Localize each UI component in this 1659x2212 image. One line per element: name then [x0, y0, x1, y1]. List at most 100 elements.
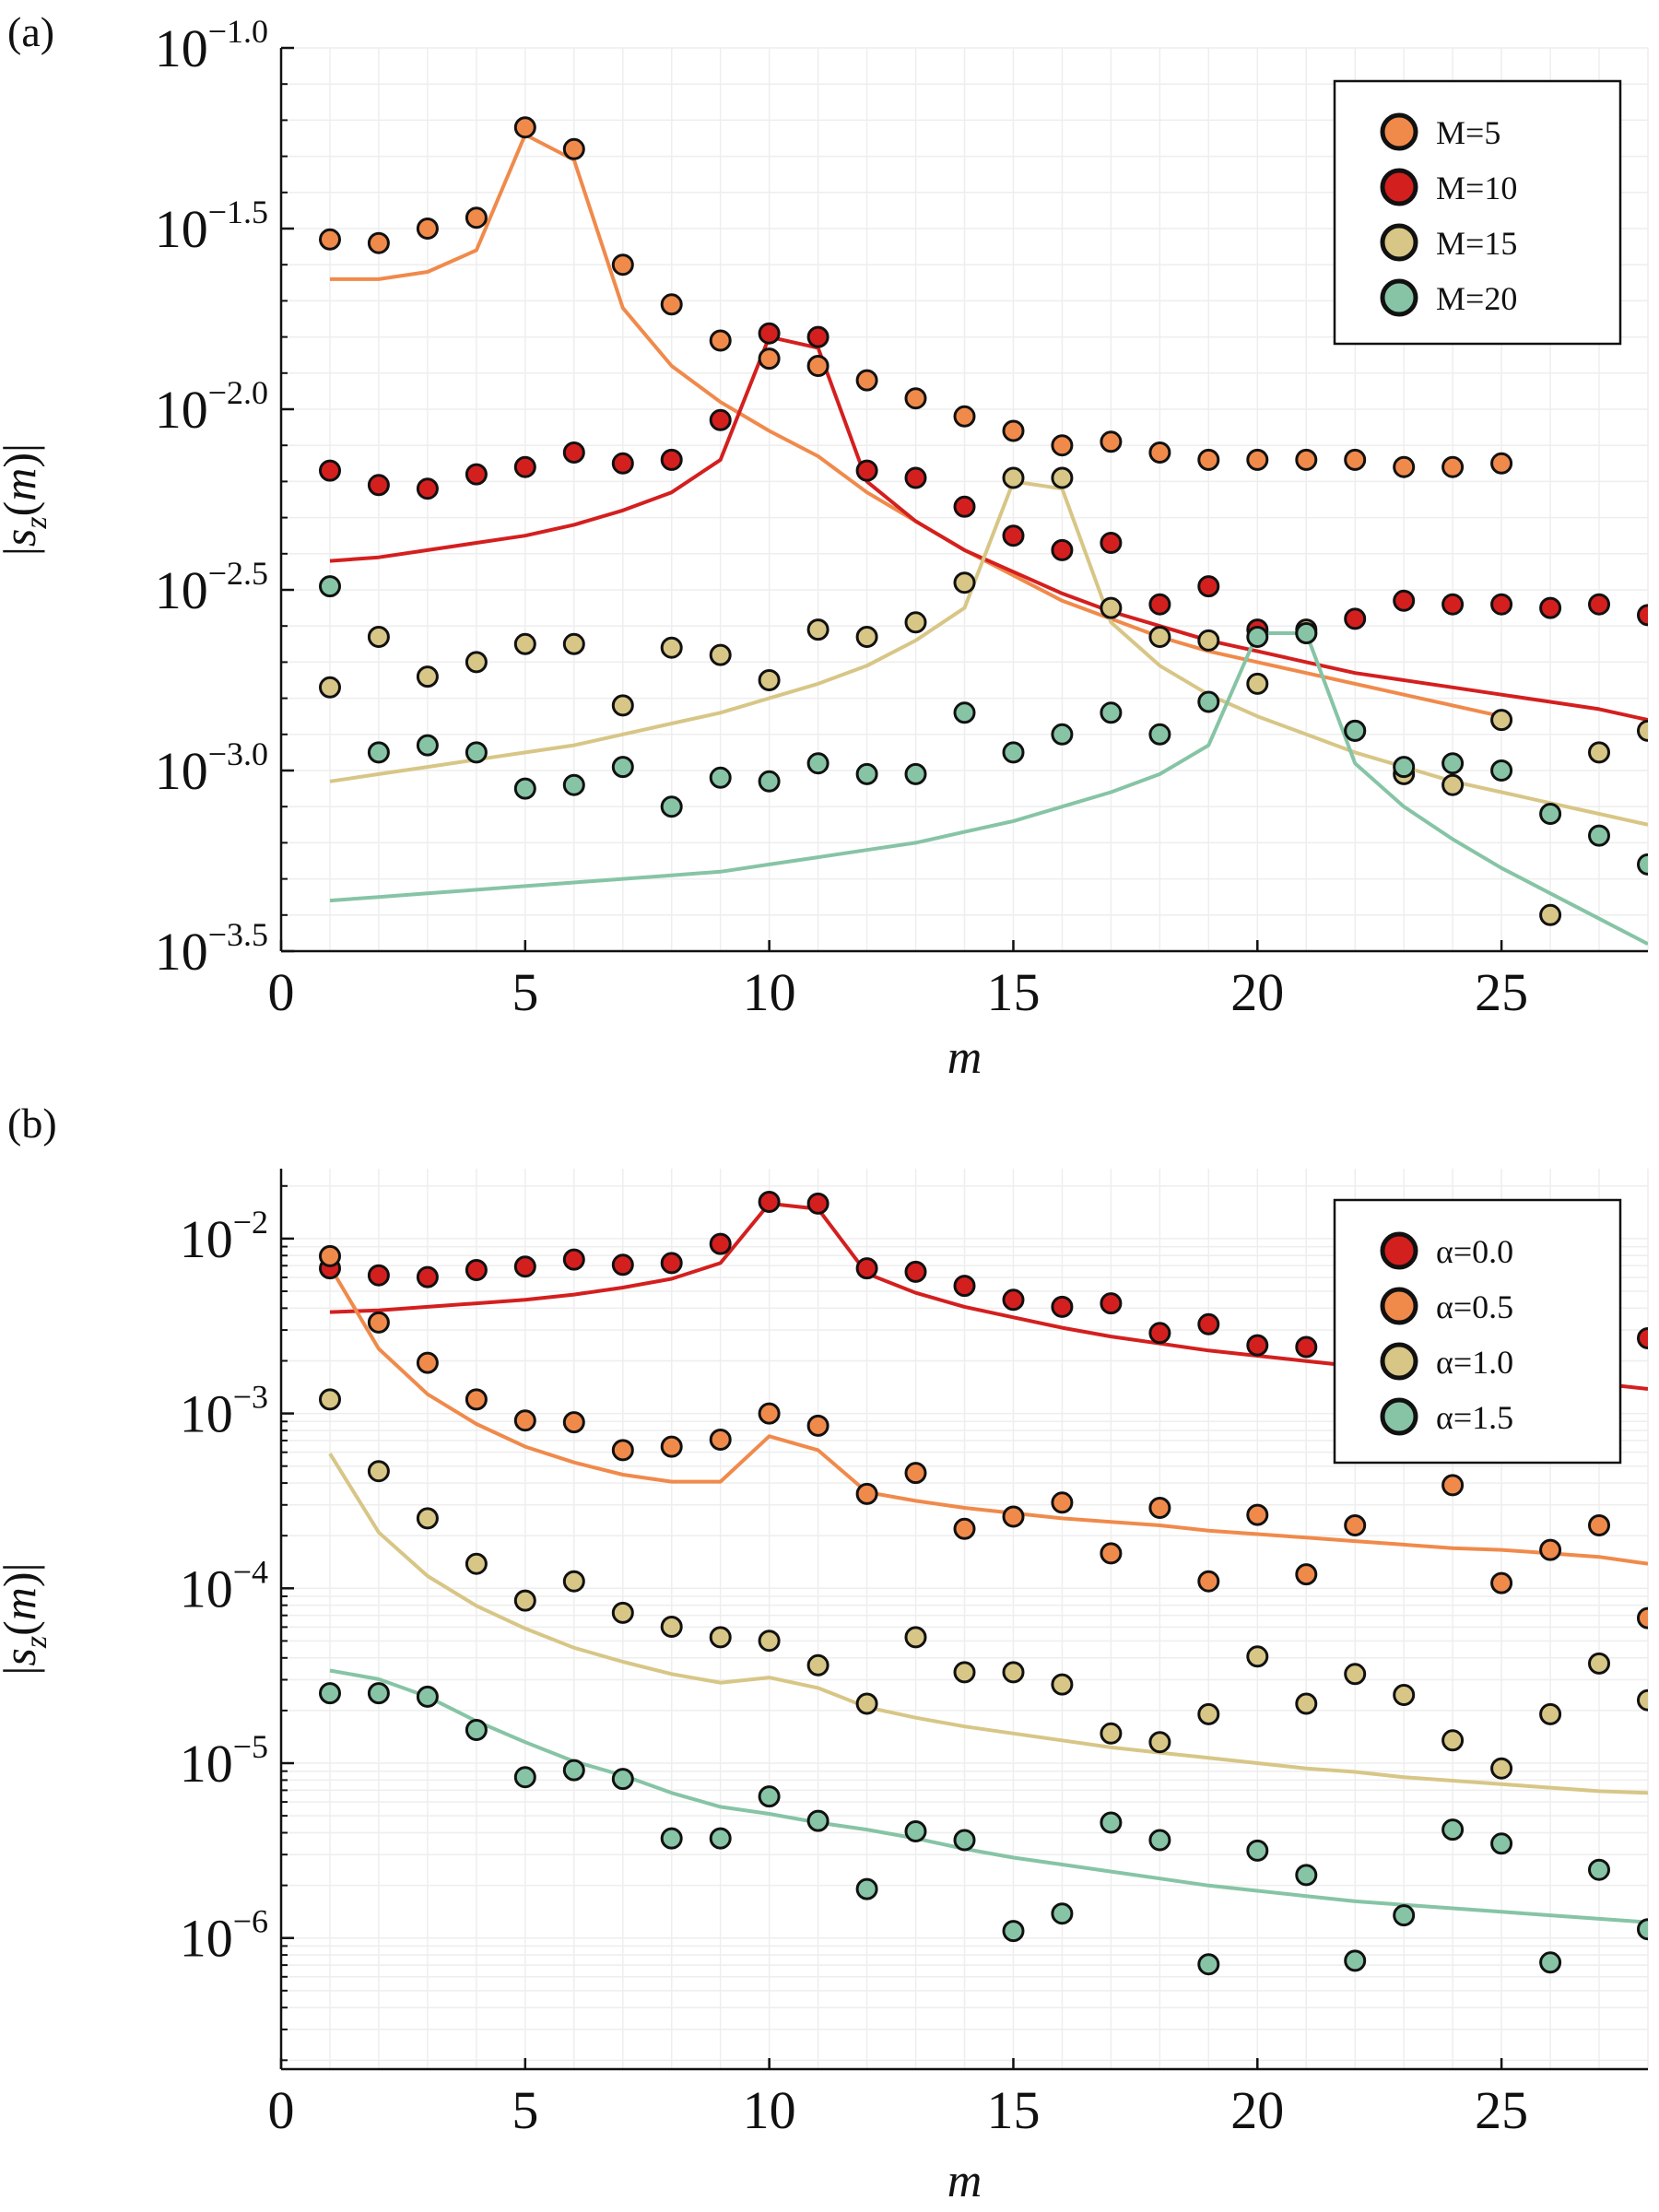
data-point — [367, 1682, 390, 1705]
data-point — [1148, 1731, 1171, 1754]
data-point — [562, 1570, 585, 1593]
data-point — [513, 116, 536, 139]
data-point — [1441, 1818, 1465, 1841]
data-point — [904, 387, 927, 410]
data-point — [904, 1820, 927, 1842]
data-point — [1344, 719, 1367, 742]
data-point — [1295, 622, 1318, 644]
data-point — [1295, 1335, 1318, 1359]
legend-marker — [1380, 278, 1418, 317]
data-point — [1197, 1312, 1220, 1335]
data-point — [562, 773, 585, 796]
data-point — [1100, 1542, 1123, 1565]
data-point — [1246, 672, 1269, 695]
data-point — [1197, 629, 1220, 652]
data-point — [1490, 709, 1513, 732]
data-point — [513, 1589, 536, 1612]
y-tick-label: 10−5 — [180, 1728, 268, 1794]
data-point — [1148, 1497, 1171, 1519]
data-point — [806, 1653, 830, 1677]
data-point — [1051, 1491, 1074, 1514]
data-point — [758, 322, 781, 345]
data-point — [1246, 448, 1269, 471]
data-point — [367, 1311, 390, 1334]
series-line-2 — [329, 335, 1648, 723]
data-point — [513, 632, 536, 655]
data-point — [513, 1766, 536, 1789]
y-tick-label: 10−3.5 — [155, 916, 268, 982]
data-point — [1539, 1951, 1562, 1974]
data-point — [319, 228, 341, 251]
legend-label: M=15 — [1436, 225, 1517, 262]
legend-marker — [1380, 112, 1418, 151]
data-point — [1490, 593, 1513, 616]
data-point — [1002, 1661, 1025, 1684]
y-tick-label: 10−3.0 — [155, 735, 268, 801]
data-point — [660, 448, 683, 471]
data-point — [367, 626, 390, 648]
data-point — [1588, 593, 1610, 616]
data-point — [660, 1252, 683, 1275]
data-point — [904, 611, 927, 634]
y-tick-label: 10−3 — [180, 1379, 268, 1444]
data-point — [1002, 1505, 1025, 1528]
data-point — [1295, 1692, 1318, 1715]
data-point — [1100, 1292, 1123, 1315]
data-point — [953, 405, 976, 428]
data-point — [319, 1388, 341, 1411]
legend-label: α=1.0 — [1436, 1344, 1513, 1381]
y-tick-label: 10−1.5 — [155, 194, 268, 259]
y-tick-label: 10−4 — [180, 1553, 268, 1618]
data-point — [709, 408, 732, 431]
data-point — [1344, 1663, 1367, 1686]
data-point — [513, 1409, 536, 1432]
data-point — [611, 253, 634, 276]
data-point — [1002, 466, 1025, 489]
y-tick-label: 10−1.0 — [155, 13, 268, 78]
x-tick-label: 5 — [512, 2080, 538, 2140]
data-point — [904, 1260, 927, 1283]
legend-label: M=10 — [1436, 170, 1517, 206]
data-point — [1441, 1729, 1465, 1752]
series-line-2 — [328, 1265, 1648, 1566]
plot-area — [319, 1191, 1648, 1976]
panel-b: 0 5 10 15 20 25 10−2 10−3 10−4 10−5 10−6 (b) m |sz(m)… — [0, 1100, 1649, 2207]
data-point — [1637, 604, 1648, 627]
data-point — [855, 626, 878, 648]
data-point — [611, 756, 634, 779]
data-point — [953, 1661, 976, 1684]
data-point — [1051, 1673, 1074, 1696]
y-axis-title: |sz(m)| — [0, 1562, 53, 1675]
data-point — [904, 762, 927, 785]
data-point — [1002, 1288, 1025, 1312]
legend-label: α=1.5 — [1436, 1399, 1513, 1436]
panel-a: 0 5 10 15 20 25 10−1.0 10−1.5 10−2.0 10−2.5 10−3.0… — [0, 8, 1649, 1084]
data-point — [416, 477, 439, 500]
data-point — [660, 1827, 683, 1850]
data-point — [1002, 1920, 1025, 1943]
data-point — [855, 1692, 878, 1715]
data-point — [1588, 741, 1610, 764]
data-point — [1246, 1503, 1269, 1526]
data-point — [709, 643, 732, 666]
data-point — [1637, 719, 1648, 742]
data-point — [758, 1402, 781, 1425]
data-point — [660, 1435, 683, 1458]
data-point — [1246, 1645, 1269, 1668]
data-point — [1588, 1514, 1610, 1536]
legend-marker — [1380, 1397, 1418, 1436]
data-point — [465, 1552, 488, 1575]
data-point — [1148, 723, 1171, 746]
data-point — [465, 206, 488, 229]
data-point — [416, 1265, 439, 1288]
series-markers-1 — [319, 116, 1513, 478]
data-point — [416, 218, 439, 240]
data-point — [416, 665, 439, 688]
data-point — [1197, 1570, 1220, 1593]
data-point — [562, 632, 585, 655]
x-axis-title: m — [947, 2155, 982, 2207]
data-point — [367, 474, 390, 497]
legend-marker — [1380, 1231, 1418, 1270]
data-point — [709, 1232, 732, 1255]
data-point — [904, 1462, 927, 1485]
